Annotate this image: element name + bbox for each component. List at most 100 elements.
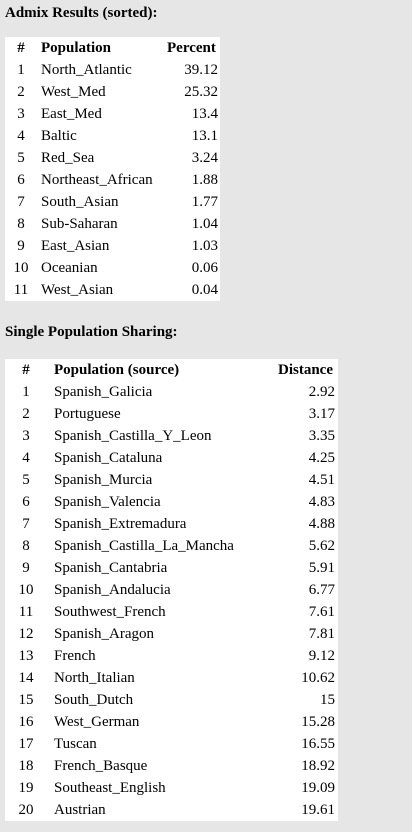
population-name: Tuscan — [54, 736, 97, 752]
table-row: 20 Austrian 19.61 — [5, 799, 338, 821]
table-row: 3 East_Med 13.4 — [5, 103, 220, 125]
row-value: 1.03 — [191, 238, 218, 254]
row-number: 13 — [18, 648, 34, 664]
column-header-percent: Percent — [167, 40, 216, 56]
row-value: 1.88 — [191, 172, 218, 188]
population-name: East_Med — [41, 106, 102, 122]
row-number: 10 — [18, 582, 34, 598]
population-name: East_Asian — [41, 238, 110, 254]
row-number: 3 — [17, 106, 25, 122]
table-row: 9 Spanish_Cantabria 5.91 — [5, 557, 338, 579]
population-name: Spanish_Cataluna — [54, 450, 163, 466]
row-number: 6 — [17, 172, 25, 188]
row-number: 4 — [17, 128, 25, 144]
table-row: 2 West_Med 25.32 — [5, 81, 220, 103]
admix-results-heading: Admix Results (sorted): — [5, 5, 158, 21]
population-name: Sub-Saharan — [41, 216, 118, 232]
population-name: French — [54, 648, 96, 664]
row-value: 15 — [320, 692, 335, 708]
column-header-number: # — [22, 362, 30, 378]
population-name: South_Dutch — [54, 692, 134, 708]
population-name: Spanish_Valencia — [54, 494, 161, 510]
row-value: 18.92 — [301, 758, 335, 774]
row-number: 8 — [17, 216, 25, 232]
table-row: 8 Sub-Saharan 1.04 — [5, 213, 220, 235]
row-number: 5 — [22, 472, 30, 488]
row-number: 1 — [22, 384, 30, 400]
population-name: Austrian — [54, 802, 106, 818]
table-row: 10 Spanish_Andalucia 6.77 — [5, 579, 338, 601]
row-value: 0.04 — [191, 282, 218, 298]
row-number: 14 — [18, 670, 34, 686]
row-value: 4.25 — [308, 450, 335, 466]
row-value: 0.06 — [191, 260, 218, 276]
table-row: 12 Spanish_Aragon 7.81 — [5, 623, 338, 645]
population-name: Oceanian — [41, 260, 98, 276]
row-value: 2.92 — [308, 384, 335, 400]
column-header-population-source: Population (source) — [54, 362, 180, 378]
population-name: Southwest_French — [54, 604, 166, 620]
table-row: 15 South_Dutch 15 — [5, 689, 338, 711]
table-row: 16 West_German 15.28 — [5, 711, 338, 733]
population-name: Spanish_Murcia — [54, 472, 153, 488]
row-value: 1.04 — [191, 216, 218, 232]
row-number: 19 — [18, 780, 34, 796]
row-value: 4.51 — [308, 472, 335, 488]
population-name: North_Atlantic — [41, 62, 132, 78]
table-row: 5 Red_Sea 3.24 — [5, 147, 220, 169]
row-number: 8 — [22, 538, 30, 554]
row-number: 2 — [22, 406, 30, 422]
row-value: 4.88 — [308, 516, 335, 532]
row-number: 2 — [17, 84, 25, 100]
row-number: 12 — [18, 626, 34, 642]
table-row: 11 West_Asian 0.04 — [5, 279, 220, 301]
table-row: 10 Oceanian 0.06 — [5, 257, 220, 279]
population-name: Southeast_English — [54, 780, 166, 796]
population-sharing-heading: Single Population Sharing: — [5, 324, 178, 340]
row-value: 3.17 — [308, 406, 335, 422]
row-value: 25.32 — [184, 84, 218, 100]
population-sharing-table: # Population (source) Distance 1 Spanish_… — [5, 359, 338, 821]
population-name: Spanish_Galicia — [54, 384, 153, 400]
row-number: 11 — [18, 604, 34, 620]
row-number: 3 — [22, 428, 30, 444]
row-number: 16 — [18, 714, 34, 730]
population-name: Spanish_Andalucia — [54, 582, 171, 598]
row-value: 1.77 — [191, 194, 218, 210]
row-number: 20 — [18, 802, 34, 818]
table-row: 8 Spanish_Castilla_La_Mancha 5.62 — [5, 535, 338, 557]
table-header-row: # Population (source) Distance — [5, 359, 338, 381]
population-name: Spanish_Extremadura — [54, 516, 187, 532]
row-value: 5.62 — [308, 538, 335, 554]
row-number: 9 — [17, 238, 25, 254]
row-value: 15.28 — [301, 714, 335, 730]
row-value: 10.62 — [301, 670, 335, 686]
row-value: 7.81 — [308, 626, 335, 642]
row-value: 39.12 — [184, 62, 218, 78]
row-number: 9 — [22, 560, 30, 576]
table-row: 11 Southwest_French 7.61 — [5, 601, 338, 623]
table-row: 14 North_Italian 10.62 — [5, 667, 338, 689]
row-number: 1 — [17, 62, 25, 78]
column-header-distance: Distance — [278, 362, 333, 378]
row-number: 7 — [17, 194, 25, 210]
row-value: 4.83 — [308, 494, 335, 510]
population-name: Northeast_African — [41, 172, 153, 188]
table-row: 1 Spanish_Galicia 2.92 — [5, 381, 338, 403]
row-number: 15 — [18, 692, 34, 708]
table-row: 2 Portuguese 3.17 — [5, 403, 338, 425]
row-number: 18 — [18, 758, 34, 774]
table-row: 17 Tuscan 16.55 — [5, 733, 338, 755]
population-name: Spanish_Castilla_La_Mancha — [54, 538, 234, 554]
row-number: 10 — [13, 260, 29, 276]
population-name: West_Med — [41, 84, 106, 100]
row-value: 13.4 — [191, 106, 218, 122]
column-header-number: # — [17, 40, 25, 56]
row-value: 7.61 — [308, 604, 335, 620]
population-name: South_Asian — [41, 194, 119, 210]
row-value: 16.55 — [301, 736, 335, 752]
table-row: 4 Baltic 13.1 — [5, 125, 220, 147]
population-name: Baltic — [41, 128, 77, 144]
table-row: 7 Spanish_Extremadura 4.88 — [5, 513, 338, 535]
table-row: 13 French 9.12 — [5, 645, 338, 667]
